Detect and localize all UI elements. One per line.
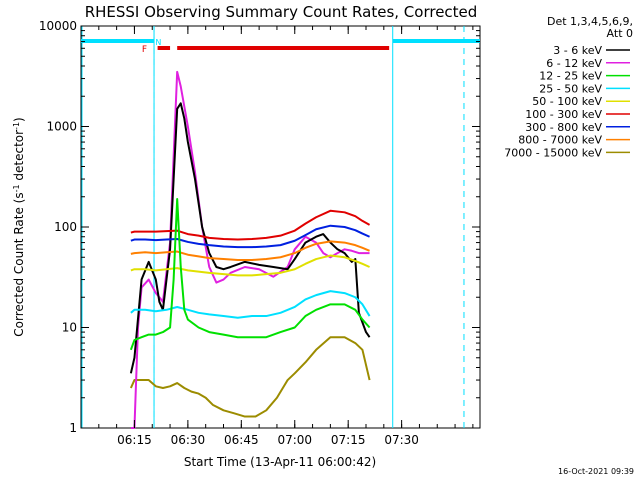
y-axis-ticks: 1 10 100 1000 10000 <box>39 19 480 435</box>
legend-label: 100 - 300 keV <box>525 108 602 121</box>
x-tick-label: 06:30 <box>171 433 206 447</box>
y-tick-label: 100 <box>54 220 77 234</box>
y-tick-label: 1000 <box>46 120 77 134</box>
y-axis-label: Corrected Count Rate (s-1 detector-1) <box>12 117 26 336</box>
series-line <box>130 224 370 249</box>
series-group <box>129 70 371 429</box>
x-axis-ticks: 06:15 06:30 06:45 07:00 07:15 07:30 <box>98 26 474 447</box>
x-tick-label: 07:00 <box>277 433 312 447</box>
series-line <box>129 102 371 374</box>
y-tick-label: 10 <box>62 321 77 335</box>
series-line <box>129 197 371 351</box>
y-tick-label: 10000 <box>39 19 77 33</box>
x-tick-label: 07:30 <box>384 433 419 447</box>
y-tick-label: 1 <box>69 421 77 435</box>
legend-label: 800 - 7000 keV <box>518 134 602 147</box>
legend-label: 3 - 6 keV <box>553 44 602 57</box>
timestamp: 16-Oct-2021 09:39 <box>558 467 634 476</box>
series-line <box>130 240 370 261</box>
series-line <box>129 336 371 418</box>
legend-header-line-2: Att 0 <box>607 27 633 40</box>
x-tick-label: 06:45 <box>224 433 259 447</box>
flag-letter-n: N <box>155 38 161 47</box>
plot-area: FN 06:15 06:30 06:45 07:00 07:15 07:30 1 10 100… <box>39 19 481 447</box>
x-axis-label: Start Time (13-Apr-11 06:00:42) <box>184 455 376 469</box>
flag-letter-f: F <box>142 45 147 55</box>
legend-label: 25 - 50 keV <box>539 82 602 95</box>
x-tick-label: 07:15 <box>331 433 366 447</box>
legend-label: 7000 - 15000 keV <box>504 146 602 159</box>
series-line <box>130 290 371 319</box>
legend-label: 6 - 12 keV <box>546 57 602 70</box>
x-tick-label: 06:15 <box>117 433 152 447</box>
chart-title: RHESSI Observing Summary Count Rates, Co… <box>85 3 478 21</box>
legend-label: 50 - 100 keV <box>532 95 602 108</box>
series-line <box>130 209 371 241</box>
series-line <box>130 254 370 277</box>
legend-label: 12 - 25 keV <box>539 70 602 83</box>
legend-header-line-1: Det 1,3,4,5,6,9, <box>547 15 633 28</box>
legend-label: 300 - 800 keV <box>525 121 602 134</box>
